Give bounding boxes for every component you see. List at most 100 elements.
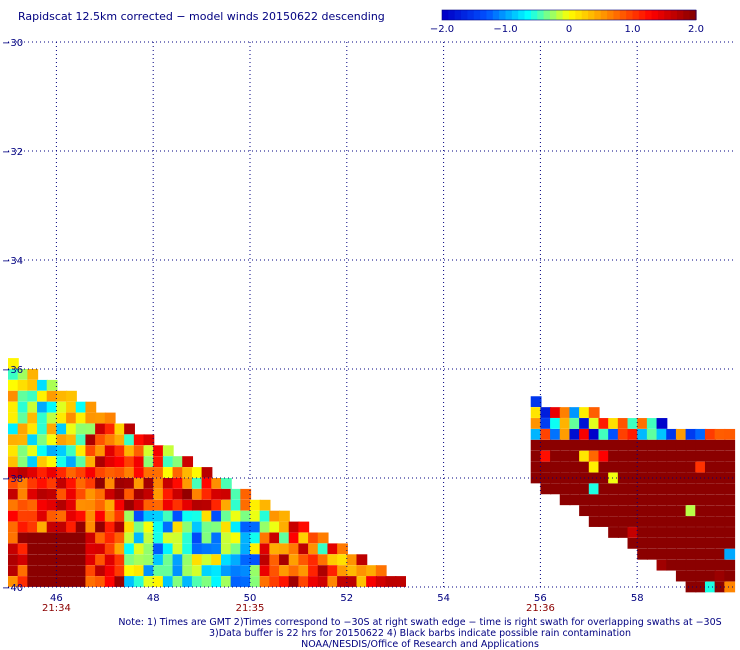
colorbar-segment [480,10,488,20]
heatmap-cell [588,494,600,506]
heatmap-cell [75,467,87,478]
heatmap-cell [317,554,329,566]
colorbar-segment [670,10,678,20]
heatmap-cell [153,499,164,511]
heatmap-cell [37,499,48,511]
heatmap-cell [85,467,97,478]
heatmap-cell [279,532,290,544]
heatmap-cell [646,439,658,451]
heatmap-cell [685,581,697,593]
colorbar-segment [505,10,513,20]
heatmap-cell [685,559,697,571]
heatmap-cell [114,532,126,544]
heatmap-cell [143,456,155,467]
heatmap-cell [56,499,68,511]
heatmap-cell [27,456,39,467]
heatmap-cell [8,369,19,380]
heatmap-cell [162,532,174,544]
colorbar-segment [588,10,595,20]
heatmap-cell [559,407,571,418]
y-tick-label: −36 [2,365,23,376]
heatmap-cell [704,439,716,451]
heatmap-cell [637,483,648,495]
heatmap-cell [259,499,271,511]
heatmap-cell [8,565,19,576]
heatmap-cell [608,439,619,451]
heatmap-cell [724,516,736,527]
heatmap-cell [37,423,48,435]
heatmap-cell [182,456,194,467]
heatmap-cell [37,379,48,391]
heatmap-cell [540,472,552,484]
heatmap-cell [124,576,135,587]
heatmap-cell [27,369,39,380]
heatmap-cell [298,521,310,533]
heatmap-cell [298,554,310,566]
x-tick-label: 50 [244,593,257,604]
heatmap-cell [714,548,726,560]
colorbar-segment [442,10,449,20]
heatmap-cell [704,548,716,560]
heatmap-cell [724,472,736,484]
heatmap-cell [114,510,126,522]
heatmap-cell [153,565,164,576]
heatmap-cell [17,510,29,522]
heatmap-cell [327,576,339,587]
heatmap-cell [375,565,387,576]
heatmap-cell [56,456,68,467]
heatmap-cell [17,390,29,402]
heatmap-cell [191,532,203,544]
heatmap-cell [37,434,48,446]
heatmap-cell [27,434,39,446]
heatmap-cell [27,543,39,555]
heatmap-cell [56,467,68,478]
heatmap-cell [56,532,68,544]
heatmap-cell [17,488,29,500]
heatmap-cell [704,581,716,593]
heatmap-cell [617,472,629,484]
heatmap-cell [579,505,590,517]
heatmap-cell [17,554,29,566]
heatmap-cell [8,532,19,544]
heatmap-cell [288,543,300,555]
heatmap-cell [191,499,203,511]
heatmap-cell [27,412,39,424]
heatmap-cell [724,581,736,593]
heatmap-cell [695,450,707,462]
heatmap-cell [162,478,174,489]
heatmap-cell [308,554,319,566]
heatmap-cell [66,456,77,467]
heatmap-cell [724,548,736,560]
heatmap-cell [308,565,319,576]
heatmap-cell [56,576,68,587]
heatmap-cell [356,554,368,566]
heatmap-cell [85,499,97,511]
heatmap-cell [75,423,87,435]
heatmap-cell [27,554,39,566]
heatmap-cell [646,428,658,440]
heatmap-cell [66,554,77,566]
heatmap-cell [646,516,658,527]
heatmap-cell [308,532,319,544]
heatmap-cell [66,401,77,413]
heatmap-cell [27,488,39,500]
heatmap-cell [627,418,639,429]
heatmap-cell [695,461,707,473]
heatmap-cell [75,510,87,522]
heatmap-cell [608,505,619,517]
heatmap-cell [666,494,678,506]
heatmap-cell [124,554,135,566]
heatmap-cell [317,576,329,587]
heatmap-cell [8,390,19,402]
heatmap-cell [162,510,174,522]
heatmap-cell [617,516,629,527]
colorbar-segment [626,10,634,20]
heatmap-cell [66,543,77,555]
heatmap-cell [66,445,77,457]
heatmap-cell [646,483,658,495]
heatmap-cell [172,510,184,522]
heatmap-cell [240,510,252,522]
heatmap-cell [675,537,687,549]
colorbar: −2.0 −1.0 0 1.0 2.0 [430,9,704,35]
colorbar-segment [543,10,551,20]
